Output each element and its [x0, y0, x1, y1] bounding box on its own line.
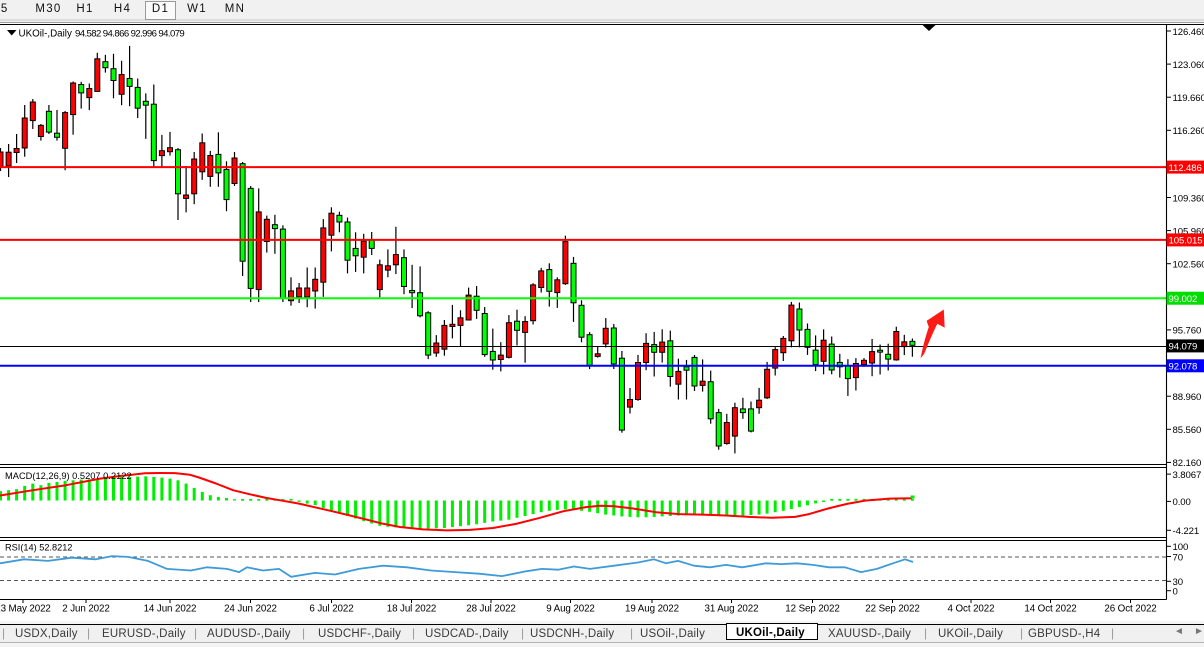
svg-text:14 Oct 2022: 14 Oct 2022: [1024, 604, 1076, 615]
svg-text:18 Jul 2022: 18 Jul 2022: [387, 604, 437, 615]
svg-text:30: 30: [1173, 577, 1183, 588]
svg-text:102.560: 102.560: [1173, 260, 1204, 271]
svg-text:95.760: 95.760: [1173, 326, 1202, 337]
svg-text:UKOil-,Daily: UKOil-,Daily: [19, 28, 72, 39]
svg-text:94.079: 94.079: [1169, 342, 1198, 353]
svg-text:6 Jul 2022: 6 Jul 2022: [309, 604, 353, 615]
svg-text:112.486: 112.486: [1169, 163, 1202, 174]
svg-text:88.960: 88.960: [1173, 392, 1202, 403]
svg-text:85.560: 85.560: [1173, 425, 1202, 436]
svg-text:92.078: 92.078: [1169, 362, 1198, 373]
svg-text:RSI(14) 52.8212: RSI(14) 52.8212: [5, 542, 72, 552]
svg-text:82.160: 82.160: [1173, 458, 1202, 469]
svg-text:31 Aug 2022: 31 Aug 2022: [705, 604, 759, 615]
svg-text:24 Jun 2022: 24 Jun 2022: [224, 604, 277, 615]
svg-text:105.960: 105.960: [1173, 226, 1204, 237]
svg-text:19 Aug 2022: 19 Aug 2022: [625, 604, 679, 615]
svg-text:119.660: 119.660: [1173, 93, 1204, 104]
svg-text:126.460: 126.460: [1173, 27, 1204, 38]
svg-text:MACD(12,26,9) 0.5207 0.2122: MACD(12,26,9) 0.5207 0.2122: [5, 471, 132, 481]
svg-text:116.260: 116.260: [1173, 126, 1204, 137]
svg-text:0: 0: [1173, 587, 1178, 598]
svg-text:99.002: 99.002: [1169, 294, 1198, 305]
svg-text:12 Sep 2022: 12 Sep 2022: [785, 604, 839, 615]
svg-text:109.360: 109.360: [1173, 193, 1204, 204]
svg-text:28 Jul 2022: 28 Jul 2022: [466, 604, 516, 615]
svg-text:3.8067: 3.8067: [1173, 470, 1202, 481]
svg-text:-4.221: -4.221: [1173, 526, 1200, 537]
svg-text:100: 100: [1173, 542, 1189, 553]
svg-text:9 Aug 2022: 9 Aug 2022: [546, 604, 595, 615]
svg-text:2 Jun 2022: 2 Jun 2022: [62, 604, 109, 615]
svg-text:0.00: 0.00: [1173, 497, 1191, 508]
svg-text:14 Jun 2022: 14 Jun 2022: [144, 604, 197, 615]
svg-text:105.015: 105.015: [1169, 236, 1203, 247]
svg-text:22 Sep 2022: 22 Sep 2022: [865, 604, 919, 615]
svg-text:70: 70: [1173, 552, 1183, 563]
svg-text:26 Oct 2022: 26 Oct 2022: [1104, 604, 1156, 615]
svg-text:23 May 2022: 23 May 2022: [0, 604, 51, 615]
svg-text:123.060: 123.060: [1173, 60, 1204, 71]
svg-text:4 Oct 2022: 4 Oct 2022: [948, 604, 995, 615]
svg-text:94.582 94.866 92.996 94.079: 94.582 94.866 92.996 94.079: [75, 29, 184, 40]
